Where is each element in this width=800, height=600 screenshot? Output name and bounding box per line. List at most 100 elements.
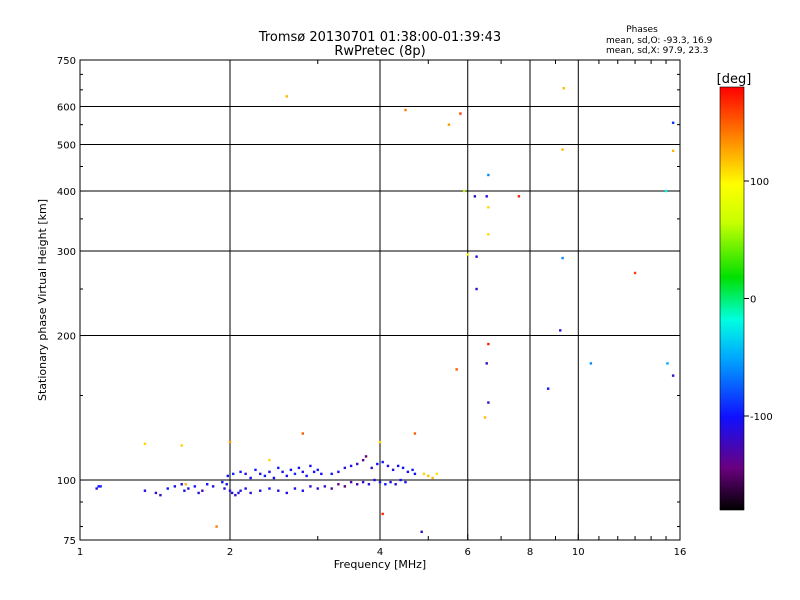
data-point bbox=[180, 483, 183, 486]
y-tick-label: 500 bbox=[57, 141, 76, 152]
data-point bbox=[249, 491, 252, 495]
phases-x-stats: mean, sd,X: 97.9, 23.3 bbox=[606, 46, 708, 56]
data-point bbox=[413, 472, 417, 476]
data-point bbox=[561, 256, 564, 260]
data-point bbox=[447, 123, 451, 126]
x-tick-label: 8 bbox=[527, 547, 533, 558]
y-tick-label: 400 bbox=[57, 187, 76, 198]
data-point bbox=[205, 483, 209, 486]
data-point bbox=[97, 485, 100, 488]
data-point bbox=[389, 480, 392, 484]
data-point bbox=[427, 474, 430, 478]
data-point bbox=[633, 271, 637, 275]
data-point bbox=[239, 470, 242, 474]
data-point bbox=[401, 466, 405, 470]
data-point bbox=[263, 474, 267, 478]
data-point bbox=[384, 483, 387, 486]
data-point bbox=[312, 470, 316, 474]
data-point bbox=[316, 487, 319, 490]
x-tick-label: 10 bbox=[572, 547, 585, 558]
y-tick-label: 75 bbox=[63, 536, 76, 547]
data-point bbox=[301, 432, 305, 435]
data-point bbox=[435, 472, 438, 476]
data-point bbox=[259, 489, 262, 492]
data-point bbox=[232, 472, 235, 476]
data-point bbox=[268, 487, 271, 490]
data-point bbox=[159, 493, 162, 497]
data-point bbox=[249, 476, 252, 480]
x-axis-label: Frequency [MHz] bbox=[334, 558, 426, 571]
data-point bbox=[99, 485, 102, 488]
x-tick-label: 4 bbox=[377, 547, 383, 558]
data-point bbox=[349, 480, 353, 484]
data-point bbox=[320, 472, 323, 476]
data-point bbox=[361, 480, 365, 484]
x-tick-label: 2 bbox=[227, 547, 233, 558]
data-point bbox=[376, 462, 379, 466]
data-point bbox=[154, 491, 158, 495]
y-tick-label: 100 bbox=[57, 476, 76, 487]
data-point bbox=[281, 470, 284, 474]
data-point bbox=[378, 440, 382, 444]
data-point bbox=[399, 478, 402, 482]
data-point bbox=[244, 472, 247, 476]
data-point bbox=[561, 148, 564, 151]
colorbar-label: [deg] bbox=[717, 72, 752, 87]
data-point bbox=[483, 416, 487, 419]
data-point bbox=[413, 432, 417, 435]
data-point bbox=[485, 362, 488, 365]
data-point bbox=[228, 489, 232, 492]
data-point bbox=[228, 440, 232, 444]
data-point bbox=[305, 474, 308, 478]
data-point bbox=[391, 468, 395, 472]
data-point bbox=[404, 480, 407, 484]
phases-heading: Phases bbox=[626, 25, 658, 35]
data-point bbox=[173, 485, 177, 488]
data-point bbox=[211, 485, 215, 488]
data-point bbox=[277, 489, 280, 492]
x-tick-label: 16 bbox=[674, 547, 687, 558]
data-point bbox=[420, 530, 423, 534]
x-tick-label: 6 bbox=[465, 547, 471, 558]
data-point bbox=[381, 512, 384, 516]
data-point bbox=[370, 466, 373, 470]
data-point bbox=[546, 387, 550, 390]
data-point bbox=[466, 253, 469, 256]
data-point bbox=[143, 489, 147, 492]
data-point bbox=[289, 468, 293, 472]
data-point bbox=[221, 480, 224, 484]
data-points bbox=[95, 87, 675, 534]
colorbar-ticks: 100 0 -100 bbox=[744, 177, 773, 423]
data-point bbox=[455, 368, 458, 371]
data-point bbox=[234, 493, 237, 497]
data-point bbox=[343, 466, 347, 470]
data-point bbox=[459, 112, 462, 115]
data-point bbox=[666, 362, 669, 365]
data-point bbox=[487, 233, 490, 236]
data-point bbox=[184, 483, 187, 486]
data-point bbox=[485, 195, 488, 198]
data-point bbox=[293, 487, 297, 490]
data-point bbox=[562, 87, 565, 90]
data-point bbox=[330, 487, 333, 490]
data-point bbox=[364, 455, 368, 458]
data-point bbox=[237, 491, 240, 495]
data-point bbox=[223, 487, 226, 490]
data-point bbox=[337, 483, 340, 486]
data-point bbox=[166, 487, 169, 490]
data-point bbox=[337, 470, 340, 474]
data-point bbox=[394, 483, 397, 486]
data-point bbox=[259, 472, 262, 476]
colorbar-tick-label: -100 bbox=[750, 412, 773, 423]
data-point bbox=[226, 474, 230, 478]
data-point bbox=[143, 442, 147, 445]
data-point bbox=[183, 489, 186, 492]
data-point bbox=[285, 474, 288, 478]
data-point bbox=[309, 485, 312, 488]
colorbar bbox=[719, 86, 745, 511]
data-point bbox=[422, 472, 426, 476]
data-point bbox=[277, 466, 280, 470]
data-point bbox=[487, 206, 490, 209]
y-tick-label: 750 bbox=[57, 56, 76, 67]
